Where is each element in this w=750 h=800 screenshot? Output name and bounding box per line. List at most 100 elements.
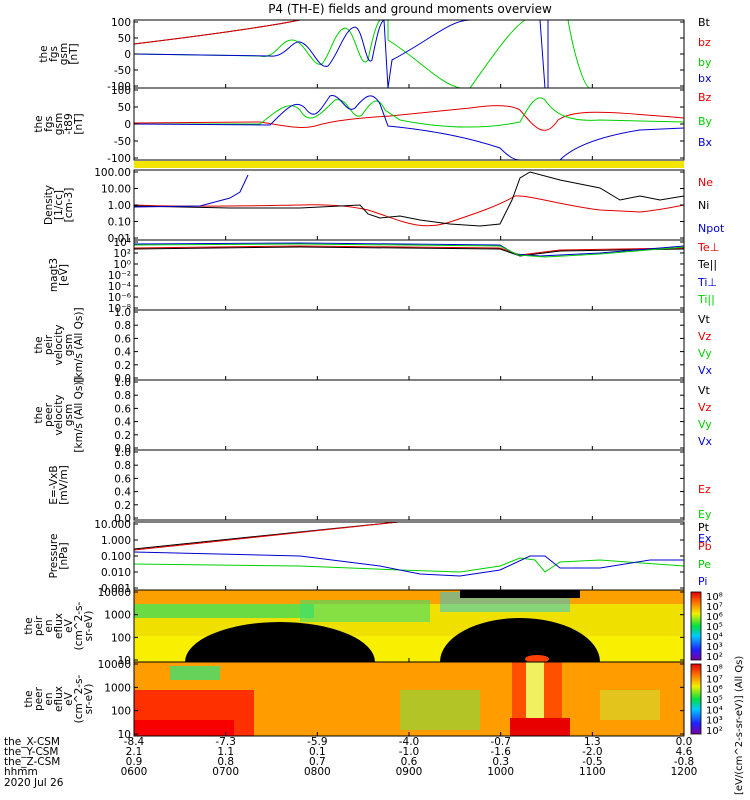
colorbar-tick-label: 10²: [706, 726, 723, 737]
x-value-t: 1100: [579, 766, 606, 778]
y-tick-label: -100: [107, 81, 131, 93]
colorbar-tick-label: 10⁷: [706, 602, 723, 613]
y-tick-label: 1.0: [114, 447, 131, 459]
colorbar-tick-label: 10⁴: [706, 705, 723, 716]
y-axis-label: [km/s (All Qs)]: [73, 307, 85, 382]
y-axis-label: -t89: [63, 113, 75, 134]
legend-ey: Ey: [698, 508, 712, 521]
y-tick-label: 0.2: [114, 500, 131, 512]
y-axis-label: the: [33, 406, 45, 423]
y-axis-label: [nPa]: [58, 542, 70, 569]
y-tick-label: 10.000: [94, 519, 131, 531]
x-value-x: -8.4: [124, 736, 145, 748]
y-axis-label: [1/cc]: [53, 190, 65, 220]
y-tick-label: 10⁻⁸: [108, 303, 131, 315]
x-value-x: 1.3: [584, 736, 601, 748]
y-axis-label: fgs: [48, 46, 60, 62]
y-axis-label: [km/s (All Qs)]: [73, 377, 85, 452]
y-tick-label: 0: [124, 49, 131, 61]
y-tick-label: 10²: [113, 248, 131, 260]
y-tick-label: -50: [114, 65, 131, 77]
y-axis-label: Density: [43, 185, 55, 225]
y-tick-label: 10000: [98, 659, 131, 671]
y-tick-label: 50: [118, 102, 131, 114]
y-axis-label: (cm^2-s-: [73, 601, 85, 650]
x-value-z: 0.8: [217, 756, 234, 768]
colorbar-tick-label: 10⁶: [706, 612, 723, 623]
y-tick-label: -100: [107, 153, 131, 165]
colorbar-tick-label: 10⁶: [706, 685, 723, 696]
pe-line: [134, 557, 684, 573]
legend-vx: Vx: [698, 364, 713, 377]
x-value-y: -1.6: [490, 746, 511, 758]
y-tick-label: 10: [118, 729, 131, 741]
x-value-t: 0700: [212, 766, 239, 778]
y-tick-label: 0: [124, 119, 131, 131]
y-tick-label: 0.4: [114, 417, 131, 429]
y-axis-label: peer: [43, 402, 55, 427]
x-value-z: 0.7: [309, 756, 326, 768]
y-tick-label: 1.0: [114, 377, 131, 389]
y-tick-label: 10.00: [101, 184, 131, 196]
x-row-label: the_Y-CSM: [4, 746, 59, 758]
panel-pressure: 10.000 1.000 0.100 0.010 0.001 Pressure[nPa] P…: [48, 519, 712, 595]
y-tick-label: 0.0: [114, 513, 131, 525]
y-tick-label: 1.0: [114, 307, 131, 319]
y-tick-label: 0.100: [101, 551, 131, 563]
y-tick-label: 10⁴: [113, 237, 131, 249]
x-value-t: 0600: [121, 766, 148, 778]
density-curves: [134, 171, 684, 227]
legend-ti: Ti⊥: [697, 276, 717, 289]
y-axis-label: eflux: [53, 686, 65, 712]
y-tick-label: 10⁻⁶: [108, 292, 131, 304]
y-axis-label: the: [38, 45, 50, 62]
pressure-curves: [134, 522, 684, 577]
y-axis-label: fgs: [43, 116, 55, 132]
x-value-t: 0800: [304, 766, 331, 778]
panel-peir_en_eflux: 10000 1000 100 10 thepeirenefluxeV(cm^2-s-sr…: [23, 587, 685, 667]
colorbar-tick-label: 10⁵: [706, 695, 723, 706]
y-tick-label: 0.6: [114, 403, 131, 415]
legend-ne: Ne: [698, 176, 713, 189]
colorbar-top: [690, 591, 702, 661]
legend-ni: Ni: [698, 199, 709, 212]
x-value-y: -1.0: [399, 746, 420, 758]
x-value-y: 0.1: [309, 746, 326, 758]
x-value-z: 0.6: [401, 756, 418, 768]
y-tick-label: 50: [118, 33, 131, 45]
y-axis-label: magt3: [48, 258, 60, 292]
panel-frame: [133, 521, 685, 591]
bx-sub-line: [134, 95, 684, 160]
legend-te: Te||: [697, 258, 717, 271]
x-value-x: -5.9: [307, 736, 328, 748]
x-value-z: 0.3: [492, 756, 509, 768]
ne-line: [134, 195, 684, 227]
y-axis-label: peir: [33, 615, 45, 636]
by-sub-line: [134, 97, 684, 128]
y-axis-label: E=-VxB: [48, 465, 60, 504]
y-axis-label: eflux: [53, 613, 65, 639]
legend-pe: Pe: [698, 558, 711, 571]
peir-spectrogram: [134, 590, 684, 662]
y-tick-label: 0.0: [114, 443, 131, 455]
colorbar-tick-label: 10⁸: [706, 664, 723, 675]
x-value-t: 1000: [487, 766, 514, 778]
y-axis-label: [eV]: [58, 264, 70, 286]
y-tick-label: 1000: [104, 682, 131, 694]
panel-frame: [133, 449, 685, 521]
y-tick-label: 100: [111, 632, 131, 644]
y-tick-label: 0.6: [114, 333, 131, 345]
legend-vz: Vz: [698, 330, 712, 343]
y-axis-label: [mV/m]: [58, 465, 70, 504]
y-axis-label: (cm^2-s-: [73, 674, 85, 723]
legend-vx: Vx: [698, 435, 713, 448]
y-tick-label: 10000: [98, 587, 131, 599]
x-value-z: -0.5: [582, 756, 603, 768]
y-tick-label: 0.2: [114, 360, 131, 372]
pi-line: [134, 551, 684, 577]
legend-bz: bz: [698, 36, 711, 49]
x-value-y: 4.6: [676, 746, 693, 758]
y-axis-label: sr-eV): [83, 684, 95, 715]
